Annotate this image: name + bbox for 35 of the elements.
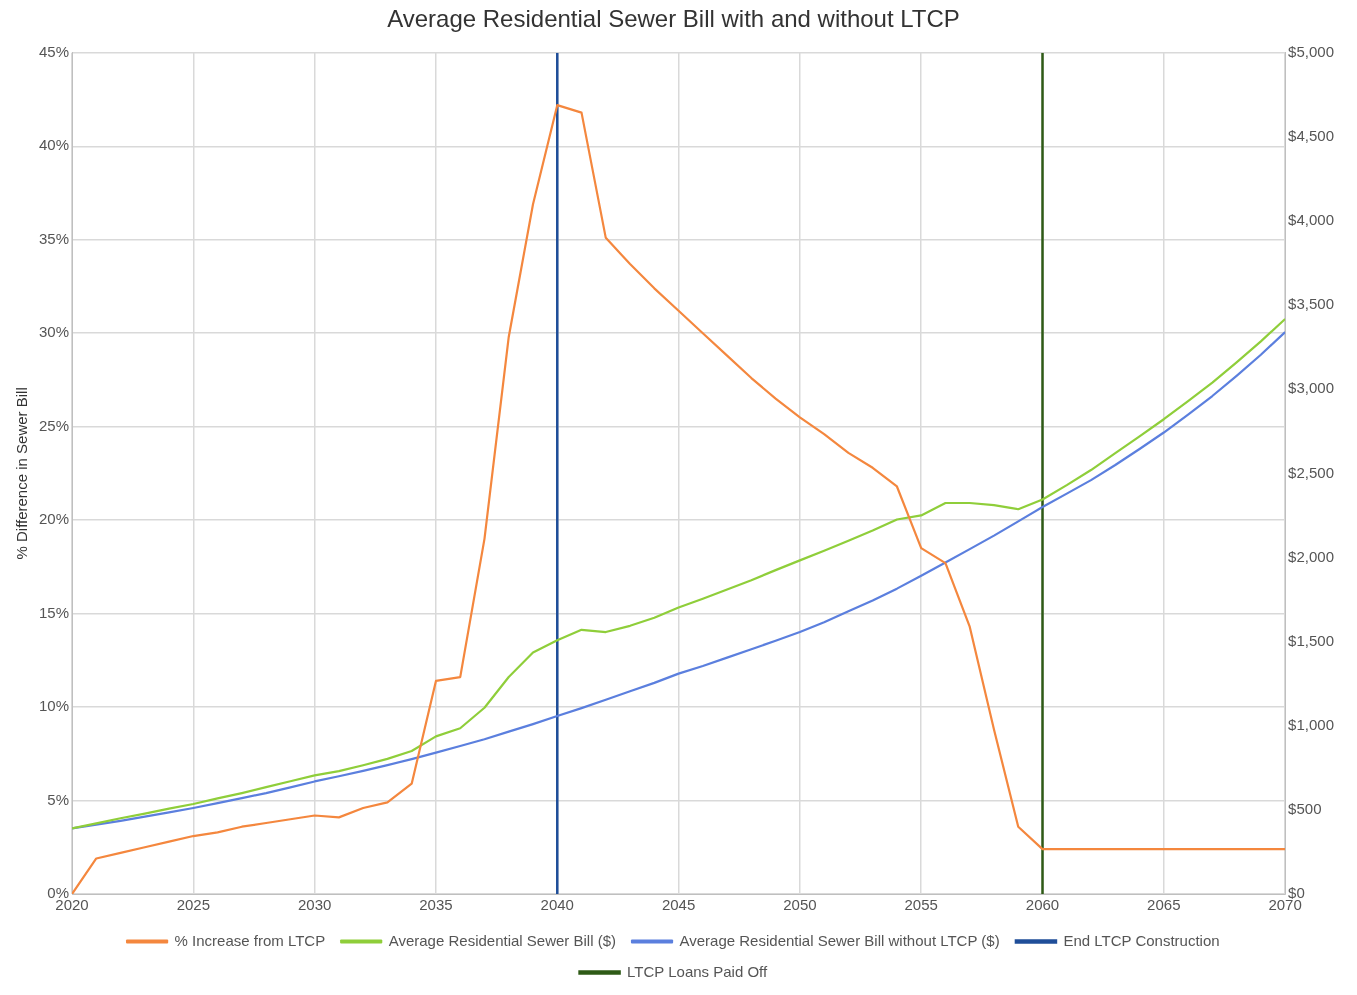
y2-tick-label: $1,000 [1288,715,1335,733]
y-tick-label: 40% [38,136,70,154]
x-tick-label: 2035 [419,896,453,914]
y-tick-label: 35% [38,229,70,247]
legend-label: LTCP Loans Paid Off [627,962,768,980]
y-tick-label: 5% [47,790,70,808]
chart-title: Average Residential Sewer Bill with and without LTCP [387,5,960,33]
y-tick-label: 10% [38,697,70,715]
x-tick-label: 2050 [783,896,817,914]
x-tick-label: 2040 [540,896,574,914]
y2-tick-label: $4,500 [1288,127,1335,145]
x-tick-label: 2030 [297,896,332,914]
x-tick-label: 2055 [904,896,938,914]
y-tick-label: 15% [38,603,70,621]
x-tick-label: 2045 [661,896,696,914]
legend-label: % Increase from LTCP [174,931,326,949]
y2-tick-label: $500 [1288,800,1322,818]
y-tick-label: 25% [38,416,70,434]
legend-label: Average Residential Sewer Bill ($) [388,931,617,949]
y2-tick-label: $3,000 [1288,379,1335,397]
y2-tick-label: $3,500 [1288,295,1335,313]
legend-label: Average Residential Sewer Bill without LTCP ($) [679,931,1000,949]
y-tick-label: 30% [38,323,70,341]
y2-tick-label: $2,500 [1288,463,1335,481]
y2-tick-label: $1,500 [1288,631,1335,649]
y2-tick-label: $5,000 [1288,42,1335,60]
y-tick-label: 45% [38,42,70,60]
y-axis-title: % Difference in Sewer Bill [13,387,31,560]
x-tick-label: 2060 [1025,896,1060,914]
x-tick-label: 2065 [1147,896,1181,914]
y2-tick-label: $4,000 [1288,211,1335,229]
y2-tick-label: $2,000 [1288,547,1335,565]
legend-label: End LTCP Construction [1063,931,1220,949]
y-tick-label: 20% [38,510,70,528]
x-tick-label: 2025 [176,896,211,914]
